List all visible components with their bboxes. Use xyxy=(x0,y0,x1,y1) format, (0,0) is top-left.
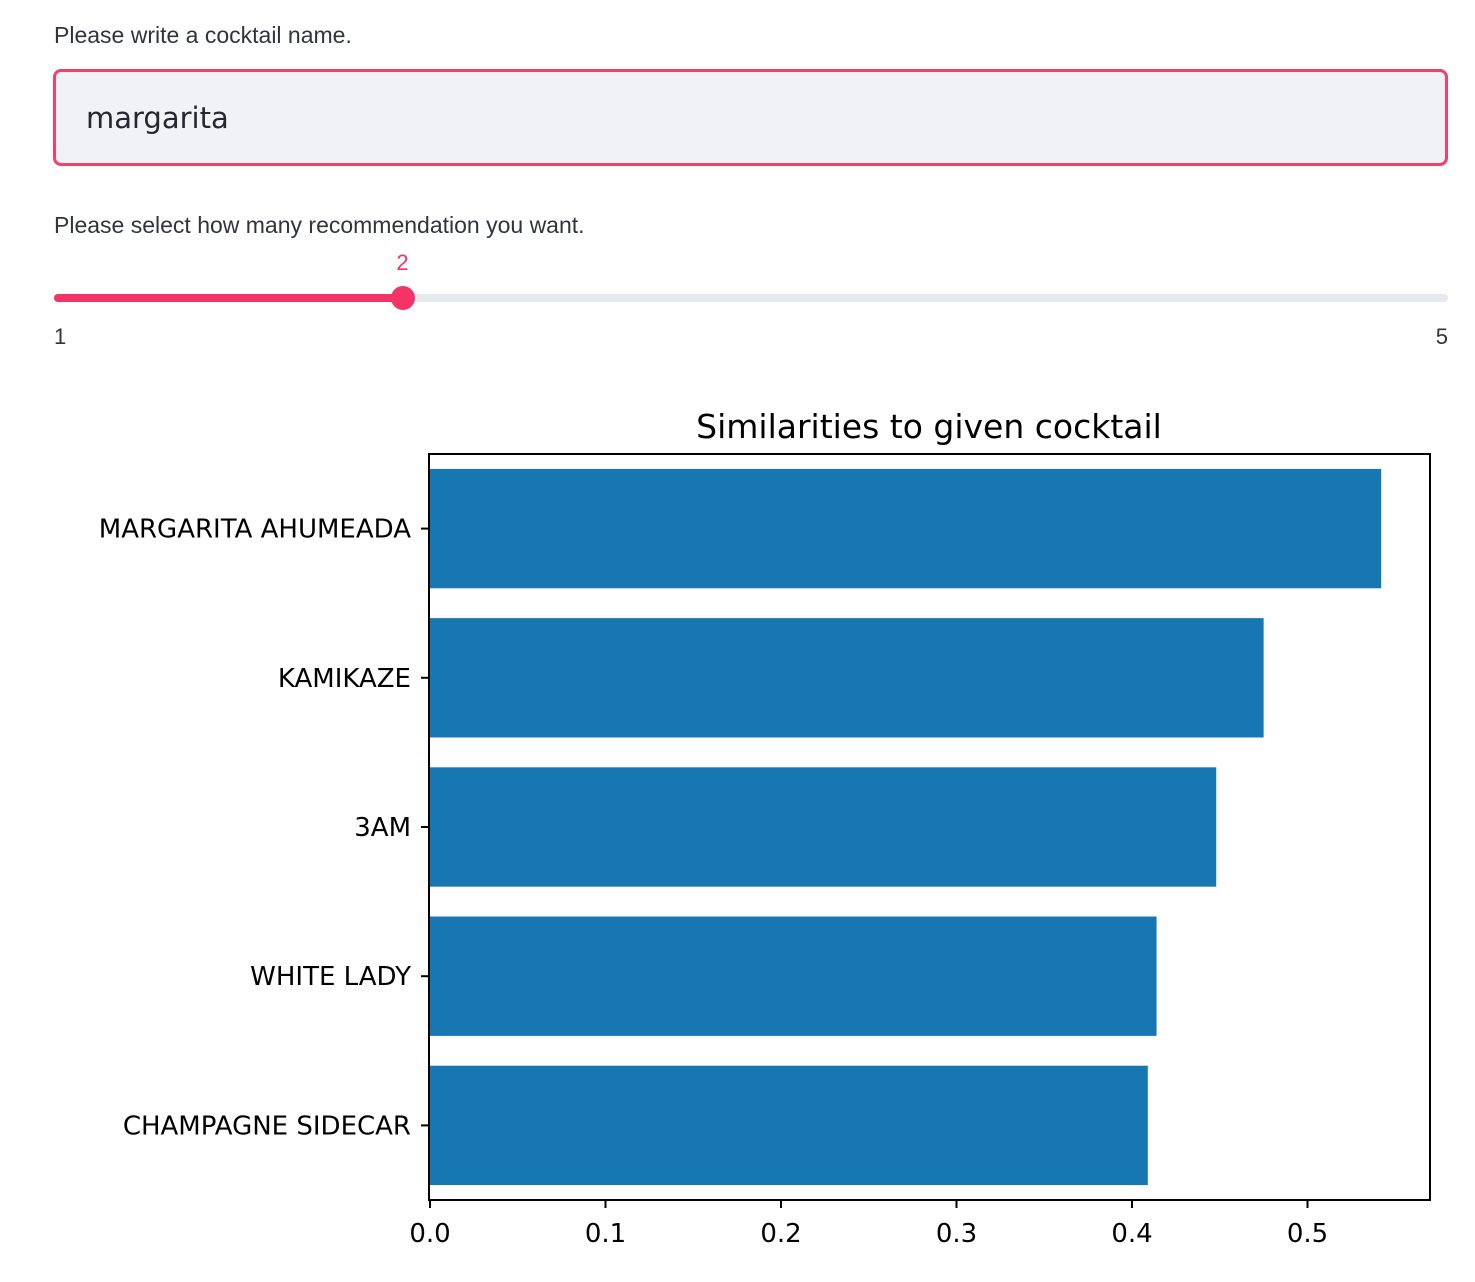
x-tick-label: 0.5 xyxy=(1287,1219,1328,1249)
x-tick-label: 0.3 xyxy=(936,1219,977,1249)
y-tick-label: CHAMPAGNE SIDECAR xyxy=(123,1111,411,1141)
bar-3 xyxy=(430,916,1157,1036)
x-tick-label: 0.1 xyxy=(585,1219,626,1249)
slider-max-label: 5 xyxy=(1435,324,1448,349)
y-tick-label: MARGARITA AHUMEADA xyxy=(99,515,411,545)
slider-track[interactable] xyxy=(54,294,1448,302)
y-tick-label: WHITE LADY xyxy=(250,962,411,992)
bar-4 xyxy=(430,1065,1148,1186)
x-tick-label: 0.2 xyxy=(760,1219,801,1249)
recommendation-count-slider[interactable]: 2 1 5 xyxy=(54,250,1448,350)
slider-current-value: 2 xyxy=(396,250,409,275)
x-tick-label: 0.0 xyxy=(409,1219,450,1249)
bar-2 xyxy=(430,767,1217,887)
bar-1 xyxy=(430,618,1264,738)
y-tick-label: 3AM xyxy=(354,813,411,843)
chart-title: Similarities to given cocktail xyxy=(696,407,1162,446)
plot-frame xyxy=(428,453,1431,1201)
bar-0 xyxy=(430,468,1382,589)
slider-thumb[interactable] xyxy=(390,286,415,310)
recommendation-count-label: Please select how many recommendation yo… xyxy=(54,212,585,238)
y-tick-label: KAMIKAZE xyxy=(278,664,411,694)
cocktail-name-input[interactable] xyxy=(56,72,1445,163)
cocktail-name-label: Please write a cocktail name. xyxy=(54,22,352,48)
slider-fill xyxy=(54,294,403,302)
similarity-bar-chart: Similarities to given cocktail MARGARITA… xyxy=(99,407,1431,1249)
x-tick-label: 0.4 xyxy=(1111,1219,1152,1249)
cocktail-name-field[interactable] xyxy=(53,69,1448,166)
slider-min-label: 1 xyxy=(54,324,67,349)
